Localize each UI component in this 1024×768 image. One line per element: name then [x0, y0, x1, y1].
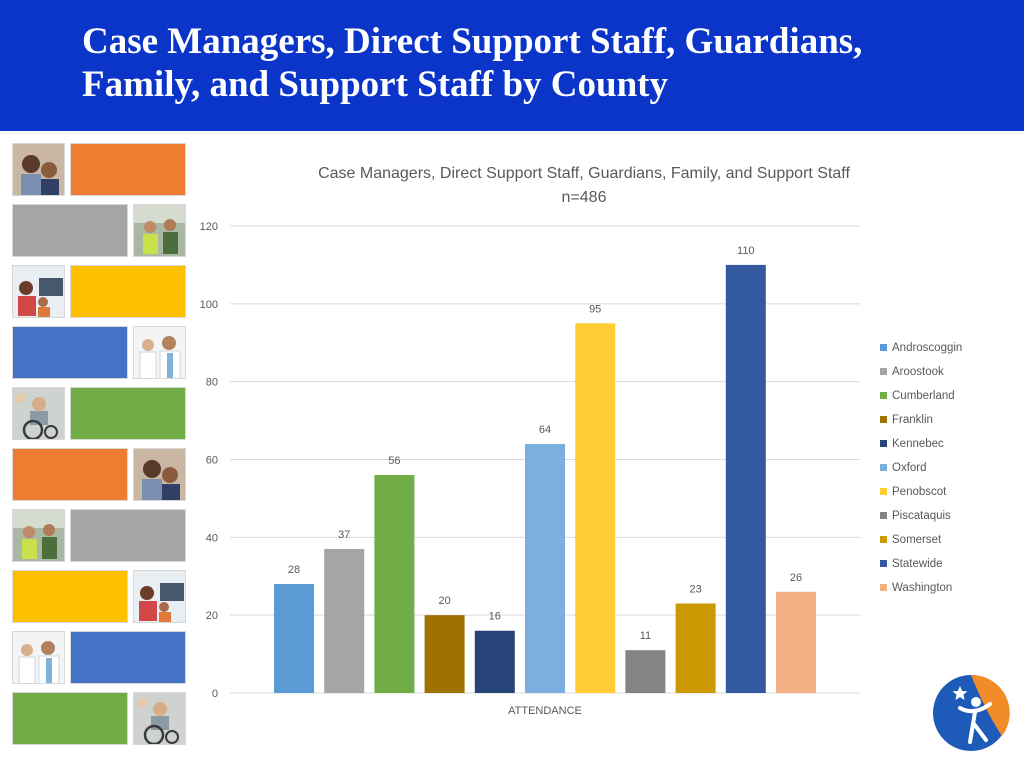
legend-label: Somerset [892, 534, 942, 546]
color-tile [12, 692, 128, 745]
y-tick-label: 0 [212, 688, 218, 700]
chart-title-block: Case Managers, Direct Support Staff, Gua… [250, 162, 918, 210]
legend-item: Penobscot [880, 484, 1010, 508]
legend-label: Piscataquis [892, 510, 951, 522]
data-label: 110 [737, 245, 755, 257]
legend-swatch [880, 488, 887, 495]
bar-cumberland [374, 475, 415, 693]
legend-item: Statewide [880, 556, 1010, 580]
decorative-tile-column [12, 143, 187, 753]
legend-swatch [880, 536, 887, 543]
legend-item: Somerset [880, 532, 1010, 556]
page-title-line-2: Family, and Support Staff by County [82, 64, 668, 105]
data-label: 26 [790, 572, 802, 584]
chart-subtitle: n=486 [561, 189, 607, 206]
bar-chart: Case Managers, Direct Support Staff, Gua… [190, 140, 1020, 730]
legend-label: Washington [892, 582, 953, 594]
page-title: Case Managers, Direct Support Staff, Gua… [82, 20, 982, 106]
legend-swatch [880, 560, 887, 567]
legend-label: Androscoggin [892, 342, 963, 354]
y-tick-label: 60 [206, 455, 218, 467]
wheelchair-photo-icon [133, 692, 186, 745]
color-tile [12, 326, 128, 379]
legend-item: Cumberland [880, 388, 1010, 412]
bar-kennebec [474, 630, 515, 693]
bar-aroostook [324, 549, 365, 693]
legend-swatch [880, 368, 887, 375]
data-label: 95 [589, 303, 601, 315]
legend-label: Aroostook [892, 366, 944, 378]
color-tile [12, 448, 128, 501]
color-tile [70, 509, 186, 562]
legend-item: Oxford [880, 460, 1010, 484]
bar-somerset [675, 603, 716, 693]
workers-photo-icon [12, 509, 65, 562]
legend-label: Franklin [892, 414, 933, 426]
color-tile [70, 143, 186, 196]
chart-legend: Androscoggin Aroostook Cumberland Franklin K… [880, 340, 1010, 604]
family-photo-icon [133, 448, 186, 501]
header-banner: Case Managers, Direct Support Staff, Gua… [0, 0, 1024, 131]
doctors-photo-icon [12, 631, 65, 684]
color-tile [70, 387, 186, 440]
legend-label: Cumberland [892, 390, 955, 402]
bar-piscataquis [625, 650, 666, 693]
data-label: 64 [539, 424, 551, 436]
workers-photo-icon [133, 204, 186, 257]
doctors-photo-icon [133, 326, 186, 379]
y-tick-label: 120 [200, 221, 218, 233]
legend-item: Aroostook [880, 364, 1010, 388]
legend-label: Penobscot [892, 486, 947, 498]
legend-label: Oxford [892, 462, 927, 474]
legend-label: Statewide [892, 558, 943, 570]
x-axis-label: ATTENDANCE [508, 705, 582, 717]
computer-kids-photo-icon [12, 265, 65, 318]
page-title-line-1: Case Managers, Direct Support Staff, Gua… [82, 21, 863, 62]
y-tick-label: 20 [206, 610, 218, 622]
legend-swatch [880, 464, 887, 471]
data-label: 56 [388, 455, 400, 467]
legend-item: Kennebec [880, 436, 1010, 460]
wheelchair-photo-icon [12, 387, 65, 440]
legend-item: Androscoggin [880, 340, 1010, 364]
computer-kids-photo-icon [133, 570, 186, 623]
legend-swatch [880, 344, 887, 351]
legend-swatch [880, 416, 887, 423]
legend-swatch [880, 512, 887, 519]
color-tile [12, 570, 128, 623]
legend-label: Kennebec [892, 438, 944, 450]
color-tile [70, 631, 186, 684]
legend-item: Washington [880, 580, 1010, 604]
bar-penobscot [575, 323, 616, 693]
data-label: 23 [689, 583, 701, 595]
data-label: 37 [338, 529, 350, 541]
chart-plot: 0 20 40 60 80 100 120 28 37 56 20 16 64 95 11 23 110 26 AT… [200, 221, 860, 717]
bar-statewide [725, 264, 766, 693]
person-star-logo-icon [930, 672, 1012, 754]
legend-item: Franklin [880, 412, 1010, 436]
y-tick-label: 100 [200, 299, 218, 311]
bar-washington [776, 591, 816, 693]
color-tile [70, 265, 186, 318]
legend-swatch [880, 584, 887, 591]
bar-androscoggin [274, 584, 314, 693]
data-label: 20 [438, 595, 450, 607]
bar-oxford [525, 443, 565, 693]
data-label: 11 [640, 630, 651, 642]
legend-swatch [880, 440, 887, 447]
legend-swatch [880, 392, 887, 399]
data-label: 28 [288, 564, 300, 576]
data-label: 16 [489, 611, 501, 623]
color-tile [12, 204, 128, 257]
legend-item: Piscataquis [880, 508, 1010, 532]
y-tick-label: 40 [206, 532, 218, 544]
bar-franklin [424, 615, 465, 693]
family-photo-icon [12, 143, 65, 196]
y-tick-label: 80 [206, 377, 218, 389]
chart-title: Case Managers, Direct Support Staff, Gua… [318, 165, 850, 182]
